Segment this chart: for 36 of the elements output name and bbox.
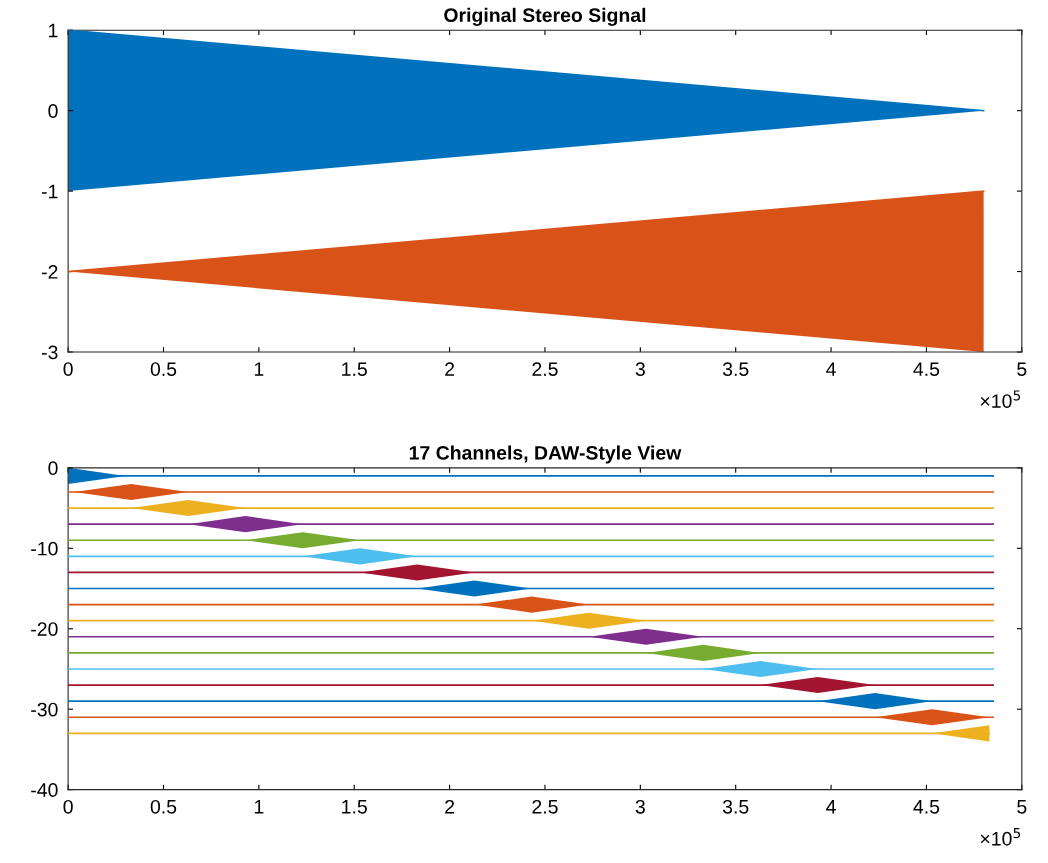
- x-tick-label: 0: [63, 362, 73, 377]
- y-tick-label: -1: [41, 184, 58, 199]
- x-tick-label: 0.5: [150, 799, 177, 814]
- x-tick-label: 2: [445, 362, 455, 376]
- chart-title: 17 Channels, DAW-Style View: [409, 445, 682, 464]
- x-tick-label: 1.5: [342, 362, 367, 377]
- y-tick-label: 1: [49, 23, 58, 38]
- x-tick-label: 4: [826, 800, 836, 814]
- x-tick-label: 4: [826, 362, 836, 376]
- text: ×10$^{5}$: [980, 828, 1021, 846]
- y-tick-label: -20: [31, 622, 58, 636]
- x-tick-label: 0: [63, 799, 73, 814]
- x-tick-label: 2.5: [532, 799, 558, 814]
- x-tick-label: 1: [254, 800, 264, 814]
- x-tick-label: 4.5: [913, 800, 940, 814]
- x-tick-label: 0.5: [150, 362, 177, 377]
- x-tick-label: 3: [635, 362, 645, 377]
- x-tick-label: 4.5: [913, 362, 940, 377]
- chart-title: Original Stereo Signal: [444, 7, 646, 26]
- y-tick-label: -30: [31, 702, 58, 717]
- text: ×10$^{5}$: [980, 390, 1021, 408]
- x-tick-label: 3: [635, 799, 645, 814]
- y-tick-label: -10: [31, 541, 58, 556]
- x-tick-label: 3.5: [722, 362, 749, 377]
- y-tick-label: 0: [48, 461, 58, 476]
- y-tick-label: 0: [48, 104, 58, 118]
- x-tick-label: 2: [445, 799, 455, 814]
- x-tick-label: 3.5: [722, 799, 749, 814]
- x-tick-label: 1.5: [342, 800, 367, 814]
- x-tick-label: 5: [1017, 362, 1027, 377]
- x-tick-label: 2.5: [532, 362, 558, 377]
- y-tick-label: -2: [41, 265, 58, 279]
- y-tick-label: -40: [31, 783, 58, 797]
- x-tick-label: 1: [254, 362, 264, 376]
- x-tick-label: 5: [1017, 800, 1027, 814]
- y-tick-label: -3: [41, 345, 58, 360]
